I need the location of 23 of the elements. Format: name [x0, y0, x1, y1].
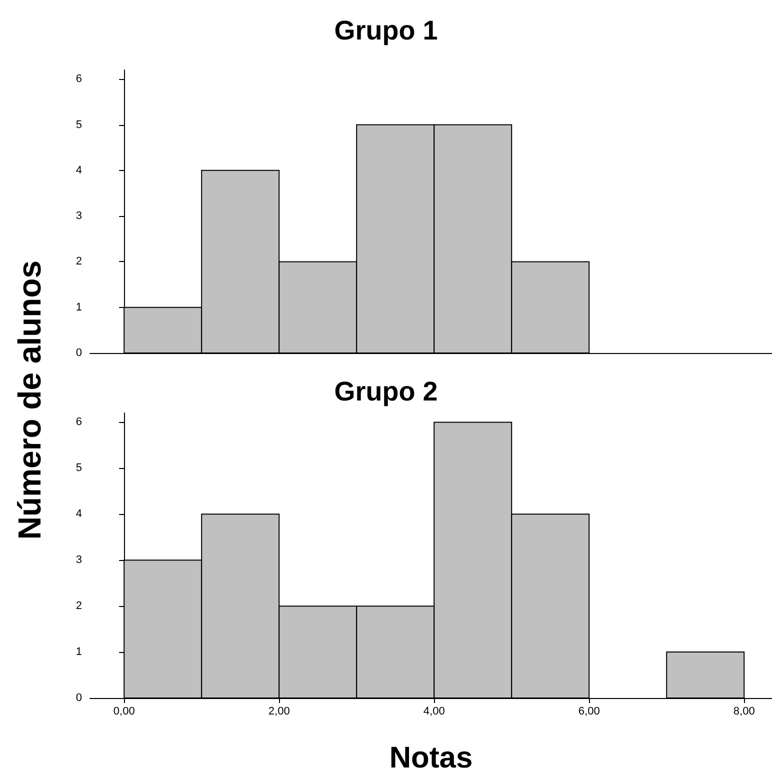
- y-tick-label: 1: [76, 646, 82, 658]
- x-axis-title: Notas: [389, 742, 473, 774]
- x-tick-label: 0,00: [113, 706, 135, 718]
- y-tick-label: 5: [76, 118, 82, 131]
- y-tick-label: 6: [76, 416, 82, 428]
- y-tick-label: 0: [76, 347, 82, 359]
- y-axis-title: Número de alunos: [12, 260, 48, 540]
- x-tick-label: 8,00: [733, 706, 755, 718]
- y-tick-label: 3: [76, 210, 82, 222]
- y-tick-label: 6: [76, 73, 82, 86]
- x-tick-label: 4,00: [423, 706, 445, 718]
- y-tick-label: 5: [76, 462, 82, 474]
- y-tick-label: 3: [76, 554, 82, 566]
- x-tick-label: 6,00: [578, 706, 600, 718]
- y-tick-label: 0: [76, 692, 82, 704]
- y-tick-label: 2: [76, 256, 82, 268]
- y-tick-label: 1: [76, 301, 82, 314]
- y-tick-label: 4: [76, 508, 82, 520]
- chart-title: Grupo 1: [334, 16, 438, 46]
- y-tick-label: 2: [76, 600, 82, 612]
- chart-title: Grupo 2: [334, 376, 438, 406]
- x-tick-label: 2,00: [268, 706, 290, 718]
- y-tick-label: 4: [76, 164, 82, 176]
